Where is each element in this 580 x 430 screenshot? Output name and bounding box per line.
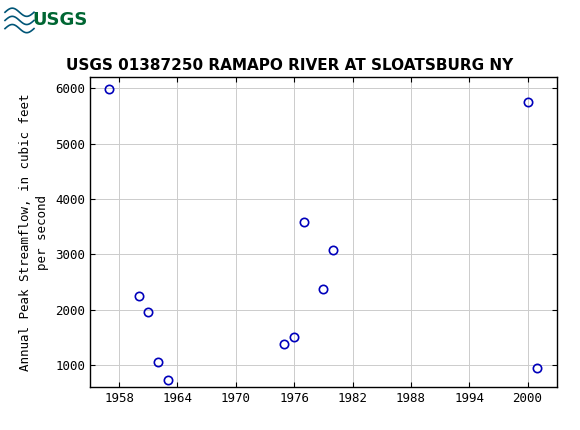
Text: USGS 01387250 RAMAPO RIVER AT SLOATSBURG NY: USGS 01387250 RAMAPO RIVER AT SLOATSBURG…: [66, 58, 514, 73]
Y-axis label: Annual Peak Streamflow, in cubic feet
per second: Annual Peak Streamflow, in cubic feet pe…: [20, 93, 49, 371]
Bar: [4, 3, 84, 38]
Text: USGS: USGS: [32, 12, 88, 29]
